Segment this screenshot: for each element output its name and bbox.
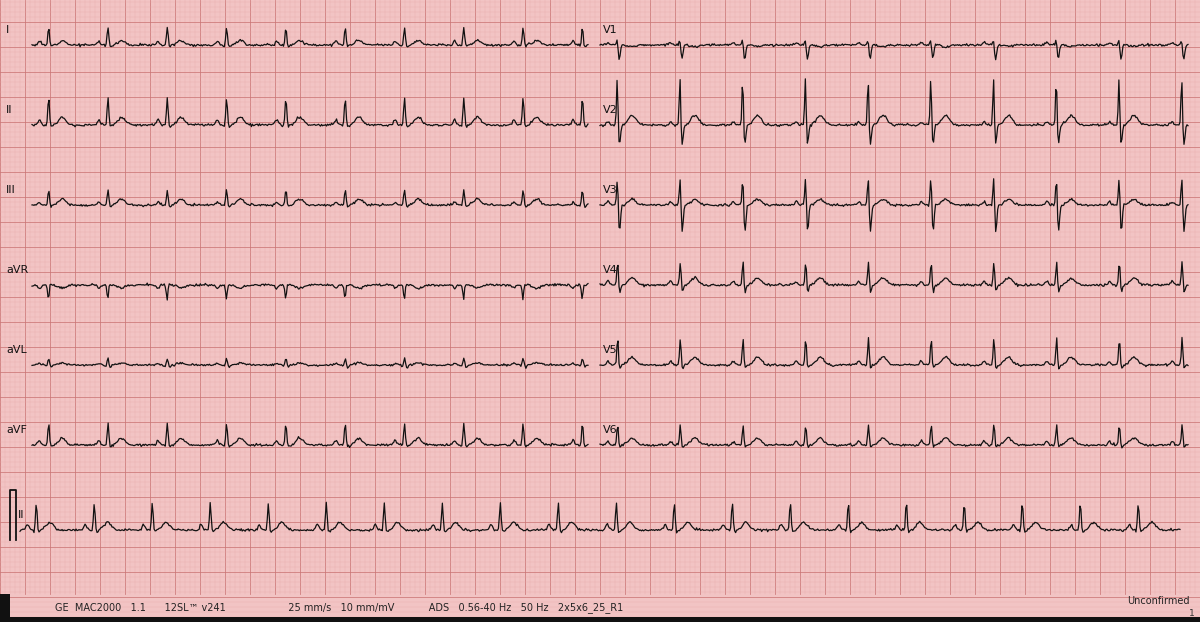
Text: 1: 1: [1189, 610, 1195, 618]
Text: aVR: aVR: [6, 265, 29, 275]
Bar: [0, 594, 10, 617]
Text: Unconfirmed: Unconfirmed: [1128, 596, 1190, 606]
Text: V3: V3: [604, 185, 618, 195]
Text: aVL: aVL: [6, 345, 26, 355]
Text: aVF: aVF: [6, 425, 26, 435]
Text: V4: V4: [604, 265, 618, 275]
Text: V5: V5: [604, 345, 618, 355]
Text: I: I: [6, 25, 10, 35]
Text: III: III: [6, 185, 16, 195]
Text: II: II: [6, 105, 12, 115]
Text: V2: V2: [604, 105, 618, 115]
Text: II: II: [18, 510, 24, 520]
Text: V6: V6: [604, 425, 618, 435]
Text: GE  MAC2000   1.1      12SL™ v241                    25 mm/s   10 mm/mV         : GE MAC2000 1.1 12SL™ v241 25 mm/s 10 mm/…: [55, 603, 623, 613]
Bar: [0, 617, 1200, 622]
Text: V1: V1: [604, 25, 618, 35]
